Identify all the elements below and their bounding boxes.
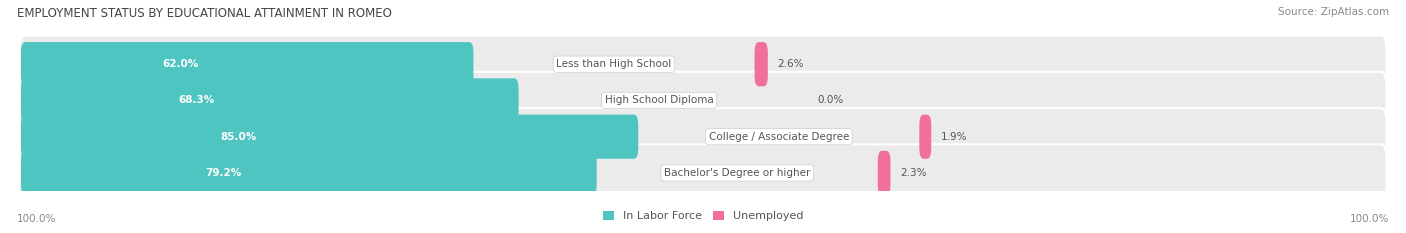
Text: College / Associate Degree: College / Associate Degree	[709, 132, 849, 142]
Text: 100.0%: 100.0%	[17, 214, 56, 224]
FancyBboxPatch shape	[21, 115, 638, 159]
Text: 85.0%: 85.0%	[221, 132, 256, 142]
Text: 100.0%: 100.0%	[1350, 214, 1389, 224]
Text: 2.3%: 2.3%	[900, 168, 927, 178]
Text: Source: ZipAtlas.com: Source: ZipAtlas.com	[1278, 7, 1389, 17]
Text: High School Diploma: High School Diploma	[605, 96, 713, 106]
Text: 0.0%: 0.0%	[817, 96, 844, 106]
FancyBboxPatch shape	[20, 36, 1386, 93]
Text: Less than High School: Less than High School	[557, 59, 672, 69]
FancyBboxPatch shape	[20, 144, 1386, 202]
FancyBboxPatch shape	[877, 151, 890, 195]
FancyBboxPatch shape	[20, 72, 1386, 129]
FancyBboxPatch shape	[920, 115, 931, 159]
FancyBboxPatch shape	[20, 108, 1386, 165]
Text: 1.9%: 1.9%	[941, 132, 967, 142]
Text: 2.6%: 2.6%	[778, 59, 804, 69]
FancyBboxPatch shape	[21, 78, 519, 123]
Legend: In Labor Force, Unemployed: In Labor Force, Unemployed	[603, 211, 803, 221]
Text: 68.3%: 68.3%	[179, 96, 215, 106]
Text: Bachelor's Degree or higher: Bachelor's Degree or higher	[664, 168, 810, 178]
Text: 62.0%: 62.0%	[163, 59, 198, 69]
FancyBboxPatch shape	[755, 42, 768, 86]
Text: 79.2%: 79.2%	[205, 168, 242, 178]
Text: EMPLOYMENT STATUS BY EDUCATIONAL ATTAINMENT IN ROMEO: EMPLOYMENT STATUS BY EDUCATIONAL ATTAINM…	[17, 7, 392, 20]
FancyBboxPatch shape	[21, 42, 474, 86]
FancyBboxPatch shape	[21, 151, 596, 195]
